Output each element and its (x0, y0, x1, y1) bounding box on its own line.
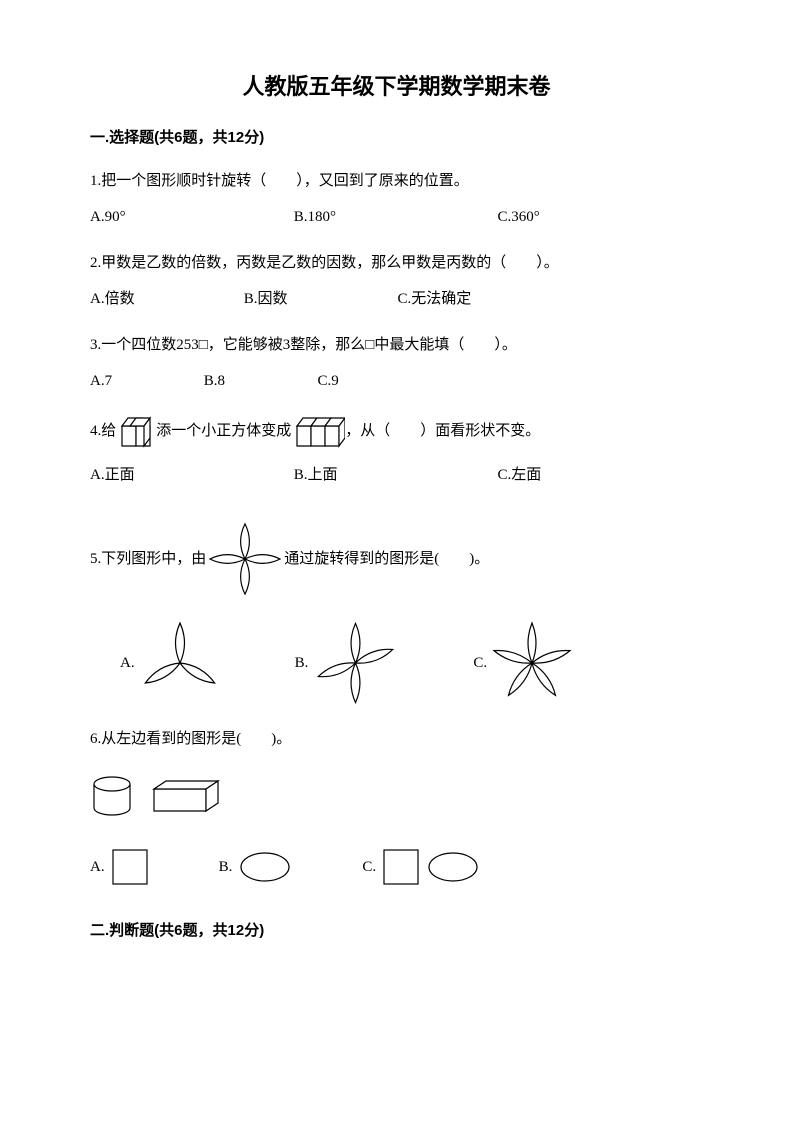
question-1: 1.把一个图形顺时针旋转（ ），又回到了原来的位置。 A.90° B.180° … (90, 166, 703, 232)
q3-text: 3.一个四位数253□，它能够被3整除，那么□中最大能填（ ）。 (90, 330, 703, 360)
square-icon (111, 848, 149, 886)
q5-pre: 5.下列图形中，由 (90, 544, 206, 574)
q3-optC: C.9 (318, 366, 339, 396)
section2-header: 二.判断题(共6题，共12分) (90, 920, 703, 943)
q3-optA: A.7 (90, 366, 200, 396)
q6-shapes (90, 774, 703, 818)
q4-options: A.正面 B.上面 C.左面 (90, 460, 703, 490)
q6-optB: B. (219, 852, 233, 882)
q3-optB: B.8 (204, 366, 314, 396)
q1-optB: B.180° (294, 202, 494, 232)
section1-header: 一.选择题(共6题，共12分) (90, 127, 703, 150)
q5-optB: B. (295, 648, 309, 678)
q4-optA: A.正面 (90, 460, 290, 490)
cuboid-icon (150, 777, 224, 815)
cube-small-icon (116, 412, 156, 450)
q1-optA: A.90° (90, 202, 290, 232)
q2-optC: C.无法确定 (398, 284, 472, 314)
page-title: 人教版五年级下学期数学期末卷 (90, 70, 703, 103)
square2-icon (382, 848, 420, 886)
q5-optC: C. (473, 648, 487, 678)
q1-optC: C.360° (498, 202, 540, 232)
q3-options: A.7 B.8 C.9 (90, 366, 703, 396)
q2-optB: B.因数 (244, 284, 394, 314)
q5-post: 通过旋转得到的图形是( )。 (284, 544, 489, 574)
q4-mid: 添一个小正方体变成 (156, 416, 291, 446)
q4-pre: 4.给 (90, 416, 116, 446)
flower-b-icon (308, 618, 403, 708)
question-2: 2.甲数是乙数的倍数，丙数是乙数的因数，那么甲数是丙数的（ ）。 A.倍数 B.… (90, 248, 703, 314)
question-4: 4.给 添一个小正方体变成 ，从（ ）面看形状不变。 (90, 412, 703, 490)
q2-options: A.倍数 B.因数 C.无法确定 (90, 284, 703, 314)
question-5: 5.下列图形中，由 通过旋转得到的图形是( )。 A. B. (90, 520, 703, 708)
ellipse-icon (238, 850, 292, 884)
question-6: 6.从左边看到的图形是( )。 A. B. (90, 724, 703, 886)
q2-optA: A.倍数 (90, 284, 240, 314)
q4-optB: B.上面 (294, 460, 494, 490)
flower-a-icon (135, 618, 225, 708)
q6-optC: C. (362, 852, 376, 882)
q6-text: 6.从左边看到的图形是( )。 (90, 724, 703, 754)
flower4-icon (206, 520, 284, 598)
q4-optC: C.左面 (498, 460, 542, 490)
q1-text: 1.把一个图形顺时针旋转（ ），又回到了原来的位置。 (90, 166, 703, 196)
ellipse2-icon (426, 850, 480, 884)
q6-options: A. B. C. (90, 848, 703, 886)
q1-options: A.90° B.180° C.360° (90, 202, 703, 232)
q2-text: 2.甲数是乙数的倍数，丙数是乙数的因数，那么甲数是丙数的（ ）。 (90, 248, 703, 278)
q5-optA: A. (120, 648, 135, 678)
q4-post: ，从（ ）面看形状不变。 (345, 416, 540, 446)
question-3: 3.一个四位数253□，它能够被3整除，那么□中最大能填（ ）。 A.7 B.8… (90, 330, 703, 396)
cube-large-icon (291, 412, 345, 450)
q5-options: A. B. C. (90, 618, 703, 708)
cylinder-icon (90, 774, 134, 818)
flower-c-icon (487, 618, 577, 708)
q6-optA: A. (90, 852, 105, 882)
